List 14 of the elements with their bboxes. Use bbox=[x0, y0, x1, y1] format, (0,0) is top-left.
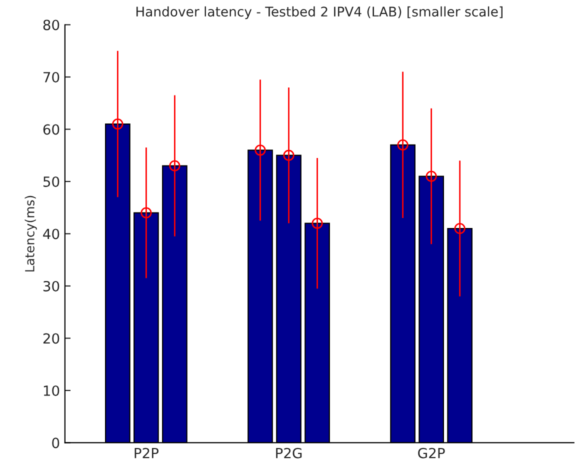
y-tick-label: 40 bbox=[43, 228, 60, 240]
y-tick-label: 20 bbox=[43, 333, 60, 344]
x-tick-label: P2G bbox=[276, 448, 302, 458]
x-tick-label: P2P bbox=[134, 448, 159, 458]
y-axis-title: Latency(ms) bbox=[24, 196, 37, 272]
x-tick-label: G2P bbox=[418, 448, 445, 458]
y-tick-label: 30 bbox=[43, 280, 60, 292]
y-tick-label: 60 bbox=[43, 124, 60, 135]
y-tick-label: 70 bbox=[44, 72, 60, 82]
y-tick-label: 50 bbox=[43, 176, 60, 187]
y-tick-label: 80 bbox=[43, 20, 60, 30]
y-tick-label: 0 bbox=[52, 438, 60, 448]
y-tick-label: 10 bbox=[44, 385, 60, 396]
chart-title: Handover latency - Testbed 2 IPV4 (LAB) [smaller scale] bbox=[136, 6, 503, 20]
